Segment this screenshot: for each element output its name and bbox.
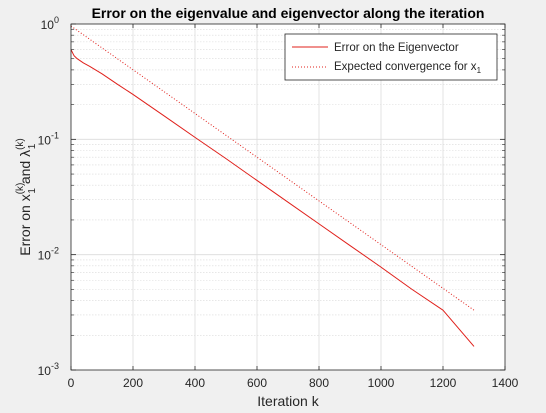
y-tick-label: 10-1: [38, 130, 59, 147]
y-tick-label-base: 10: [38, 133, 52, 147]
plot-area: [71, 24, 505, 370]
x-tick-label: 0: [68, 376, 75, 390]
y-tick-label: 10-3: [38, 361, 59, 378]
x-tick-label: 1000: [368, 376, 395, 390]
y-axis-label-base: Error on x: [17, 194, 33, 255]
tick-marks: [70, 23, 506, 371]
x-tick-label: 200: [123, 376, 143, 390]
y-tick-label-exp: -1: [51, 130, 59, 140]
y-axis-label-sub2: 1: [27, 143, 38, 149]
legend-label-expected: Expected convergence for x1: [334, 61, 482, 75]
x-tick-label: 400: [185, 376, 205, 390]
chart-title: Error on the eigenvalue and eigenvector …: [92, 5, 485, 21]
y-axis-label: Error on x(k)1 and λ(k)1: [15, 138, 38, 256]
major-grid: [71, 24, 505, 370]
y-tick-label-exp: -3: [51, 361, 59, 371]
x-axis-label: Iteration k: [257, 393, 319, 409]
y-tick-label-base: 10: [38, 364, 52, 378]
y-axis-label-sub1: 1: [27, 188, 38, 194]
y-tick-label-exp: 0: [54, 15, 59, 25]
legend-label-expected-sub: 1: [477, 66, 482, 75]
y-tick-label: 100: [41, 15, 59, 32]
legend: Error on the Eigenvector Expected conver…: [284, 33, 498, 81]
y-axis-label-sup1: (k): [15, 183, 26, 195]
y-tick-label-base: 10: [38, 249, 52, 263]
y-tick-label-exp: -2: [51, 246, 59, 256]
plot-frame: [70, 23, 506, 371]
legend-label-eigenvector: Error on the Eigenvector: [334, 42, 459, 54]
x-tick-label: 800: [309, 376, 329, 390]
y-tick-label-base: 10: [41, 18, 55, 32]
legend-box: [284, 33, 498, 81]
legend-label-expected-text: Expected convergence for x: [334, 61, 477, 73]
y-axis-label-middle: and λ: [17, 150, 33, 188]
minor-grid: [71, 28, 505, 336]
x-tick-label: 600: [247, 376, 267, 390]
series-layer: [70, 25, 475, 347]
x-tick-labels: 0 200 400 600 800 1000 1200 1400: [68, 376, 519, 390]
series-line-expected-convergence: [70, 25, 475, 311]
x-tick-label: 1400: [492, 376, 519, 390]
x-tick-label: 1200: [430, 376, 457, 390]
y-axis-label-sup2: (k): [15, 138, 26, 150]
y-tick-label: 10-2: [38, 246, 59, 263]
series-line-eigenvector-error: [70, 49, 475, 347]
